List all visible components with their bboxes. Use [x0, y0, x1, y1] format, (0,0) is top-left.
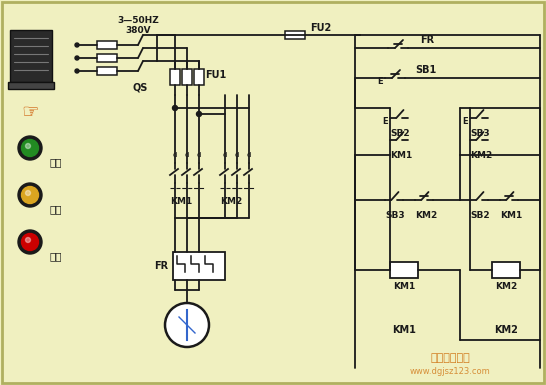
Text: KM2: KM2: [470, 151, 492, 160]
Text: d: d: [197, 152, 201, 158]
Bar: [8, 82, 54, 89]
Text: SB3: SB3: [385, 211, 405, 220]
Text: FR: FR: [420, 35, 434, 45]
Text: 380V: 380V: [125, 25, 151, 35]
Bar: [97, 67, 117, 75]
Text: d: d: [235, 152, 239, 158]
Text: KM1: KM1: [390, 151, 412, 160]
Bar: [10, 30, 52, 82]
Circle shape: [173, 105, 177, 110]
Circle shape: [18, 136, 42, 160]
Bar: [182, 69, 192, 85]
Text: FR: FR: [154, 261, 168, 271]
Text: KM2: KM2: [220, 197, 242, 206]
Bar: [97, 41, 117, 49]
Text: 停止: 停止: [50, 251, 62, 261]
Text: KM1: KM1: [393, 282, 415, 291]
Text: www.dgjsz123.com: www.dgjsz123.com: [410, 368, 490, 377]
Text: FU2: FU2: [310, 23, 331, 33]
Circle shape: [21, 233, 39, 251]
Circle shape: [26, 144, 31, 149]
Text: KM1: KM1: [170, 197, 192, 206]
Bar: [492, 262, 520, 278]
Circle shape: [18, 183, 42, 207]
Text: KM2: KM2: [495, 282, 517, 291]
Text: E: E: [382, 117, 388, 126]
Text: d: d: [223, 152, 227, 158]
Text: 反转: 反转: [50, 204, 62, 214]
Text: QS: QS: [132, 82, 147, 92]
Circle shape: [165, 303, 209, 347]
Circle shape: [21, 139, 39, 156]
Bar: [390, 262, 418, 278]
Circle shape: [75, 43, 79, 47]
Circle shape: [26, 238, 31, 243]
Circle shape: [197, 112, 201, 117]
Text: KM2: KM2: [494, 325, 518, 335]
Text: KM2: KM2: [415, 211, 437, 220]
Bar: [97, 54, 117, 62]
Circle shape: [21, 186, 39, 204]
Text: E: E: [377, 77, 383, 85]
Text: KM1: KM1: [500, 211, 523, 220]
Bar: [194, 69, 204, 85]
Circle shape: [18, 230, 42, 254]
Text: SB1: SB1: [415, 65, 436, 75]
Text: SB3: SB3: [470, 129, 490, 138]
Text: 3—50HZ: 3—50HZ: [117, 15, 159, 25]
Circle shape: [75, 56, 79, 60]
Text: FU1: FU1: [205, 70, 226, 80]
Text: 正转: 正转: [50, 157, 62, 167]
Circle shape: [26, 191, 31, 196]
Bar: [173, 252, 225, 280]
Bar: [285, 31, 305, 39]
Text: ☞: ☞: [21, 102, 39, 122]
Bar: [170, 69, 180, 85]
Text: d: d: [247, 152, 251, 158]
Text: E: E: [462, 117, 468, 126]
Text: SB2: SB2: [390, 129, 410, 138]
Text: d: d: [185, 152, 189, 158]
Circle shape: [75, 69, 79, 73]
Text: SB2: SB2: [470, 211, 490, 220]
Text: 电工技术之家: 电工技术之家: [430, 353, 470, 363]
Text: KM1: KM1: [392, 325, 416, 335]
Text: d: d: [173, 152, 177, 158]
